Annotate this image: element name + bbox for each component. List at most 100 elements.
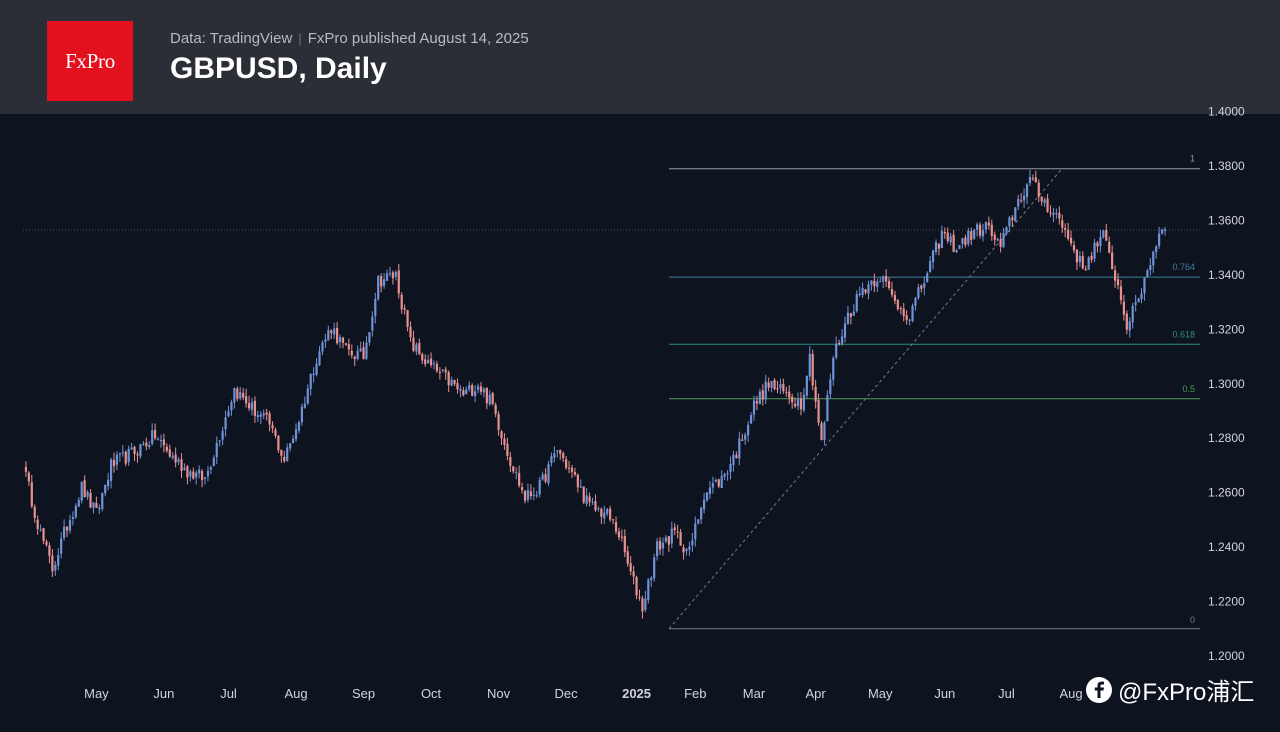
candle: [1064, 223, 1067, 238]
candle-body: [796, 399, 800, 407]
candle-body: [603, 512, 606, 519]
candle: [432, 360, 436, 370]
candle-body: [885, 276, 888, 282]
candle-body: [673, 527, 676, 531]
candle: [371, 311, 374, 337]
candle-body: [667, 536, 670, 545]
candle: [338, 334, 342, 349]
candle-body: [664, 537, 668, 542]
candle: [121, 444, 124, 457]
candle: [553, 446, 556, 463]
candle: [509, 452, 512, 473]
candle: [45, 539, 48, 547]
candle-body: [139, 444, 142, 457]
candle: [60, 532, 63, 559]
candle: [914, 297, 917, 311]
candle: [318, 345, 321, 367]
candle: [970, 227, 973, 246]
candle-body: [1160, 229, 1164, 234]
candle: [653, 553, 656, 582]
candle: [192, 467, 195, 480]
candle-body: [441, 369, 444, 371]
candle: [259, 411, 262, 425]
candle-body: [51, 555, 54, 572]
candle: [623, 529, 626, 558]
candle: [893, 290, 897, 305]
candle: [33, 504, 36, 523]
candle-body: [559, 450, 562, 454]
candle: [597, 506, 600, 512]
candle-body: [1155, 246, 1158, 252]
candle: [708, 480, 712, 499]
candle-body: [435, 363, 439, 372]
candle-body: [553, 453, 556, 458]
candle: [700, 506, 703, 524]
candle: [1137, 297, 1140, 303]
candle-body: [1143, 277, 1146, 294]
candle: [286, 443, 289, 462]
candle: [611, 518, 615, 525]
candle-body: [429, 358, 433, 366]
candle: [591, 497, 594, 505]
candle: [1152, 250, 1155, 273]
candle-body: [347, 344, 350, 350]
candle-body: [168, 449, 171, 457]
candle: [650, 576, 653, 587]
candle: [594, 494, 597, 512]
candle: [206, 465, 210, 482]
candle: [638, 589, 641, 601]
candle: [676, 524, 679, 539]
candle: [946, 227, 949, 244]
candle-body: [162, 439, 166, 446]
candle: [682, 544, 685, 560]
candle-body: [705, 492, 709, 501]
candle-body: [805, 375, 808, 396]
x-tick-label: Jul: [220, 686, 237, 701]
candle: [917, 283, 920, 300]
candle: [826, 390, 829, 422]
candle-body: [840, 336, 844, 344]
candle: [990, 219, 993, 241]
candle: [729, 456, 732, 480]
candle: [576, 473, 579, 493]
candle: [614, 516, 618, 535]
candle-body: [45, 541, 48, 545]
candle-body: [95, 502, 98, 508]
candle-body: [717, 479, 720, 487]
candle-body: [688, 546, 691, 550]
candle: [300, 403, 303, 426]
candle-body: [729, 464, 732, 473]
chart-header: FxPro Data: TradingView | FxPro published …: [0, 0, 1280, 114]
candle: [817, 393, 820, 426]
candle: [694, 516, 697, 547]
candle: [987, 216, 990, 230]
candle-body: [406, 310, 409, 327]
candle-body: [259, 414, 262, 417]
candle-body: [846, 312, 850, 324]
candle-body: [180, 459, 183, 472]
candle-body: [984, 222, 988, 230]
candle: [532, 487, 535, 501]
candle-body: [456, 383, 459, 390]
candle-body: [1119, 286, 1123, 301]
candle-body: [929, 261, 932, 273]
candle: [570, 464, 574, 479]
candle: [162, 433, 166, 453]
candle-body: [820, 423, 823, 441]
candle: [503, 433, 506, 450]
candle-body: [356, 350, 359, 359]
candle: [30, 474, 33, 509]
candle-body: [579, 486, 582, 488]
candle-body: [256, 415, 259, 417]
chart-subtitle: Data: TradingView | FxPro published August…: [170, 30, 529, 47]
candle: [159, 434, 163, 448]
candle-body: [324, 339, 327, 342]
x-tick-label: Oct: [421, 686, 442, 701]
candle-body: [1031, 178, 1034, 180]
watermark-text: @FxPro浦汇: [1118, 679, 1255, 706]
candle-body: [987, 222, 990, 226]
candle-body: [1116, 279, 1120, 286]
candle-body: [1140, 293, 1143, 300]
candle-body: [529, 491, 532, 497]
candle: [506, 437, 509, 461]
